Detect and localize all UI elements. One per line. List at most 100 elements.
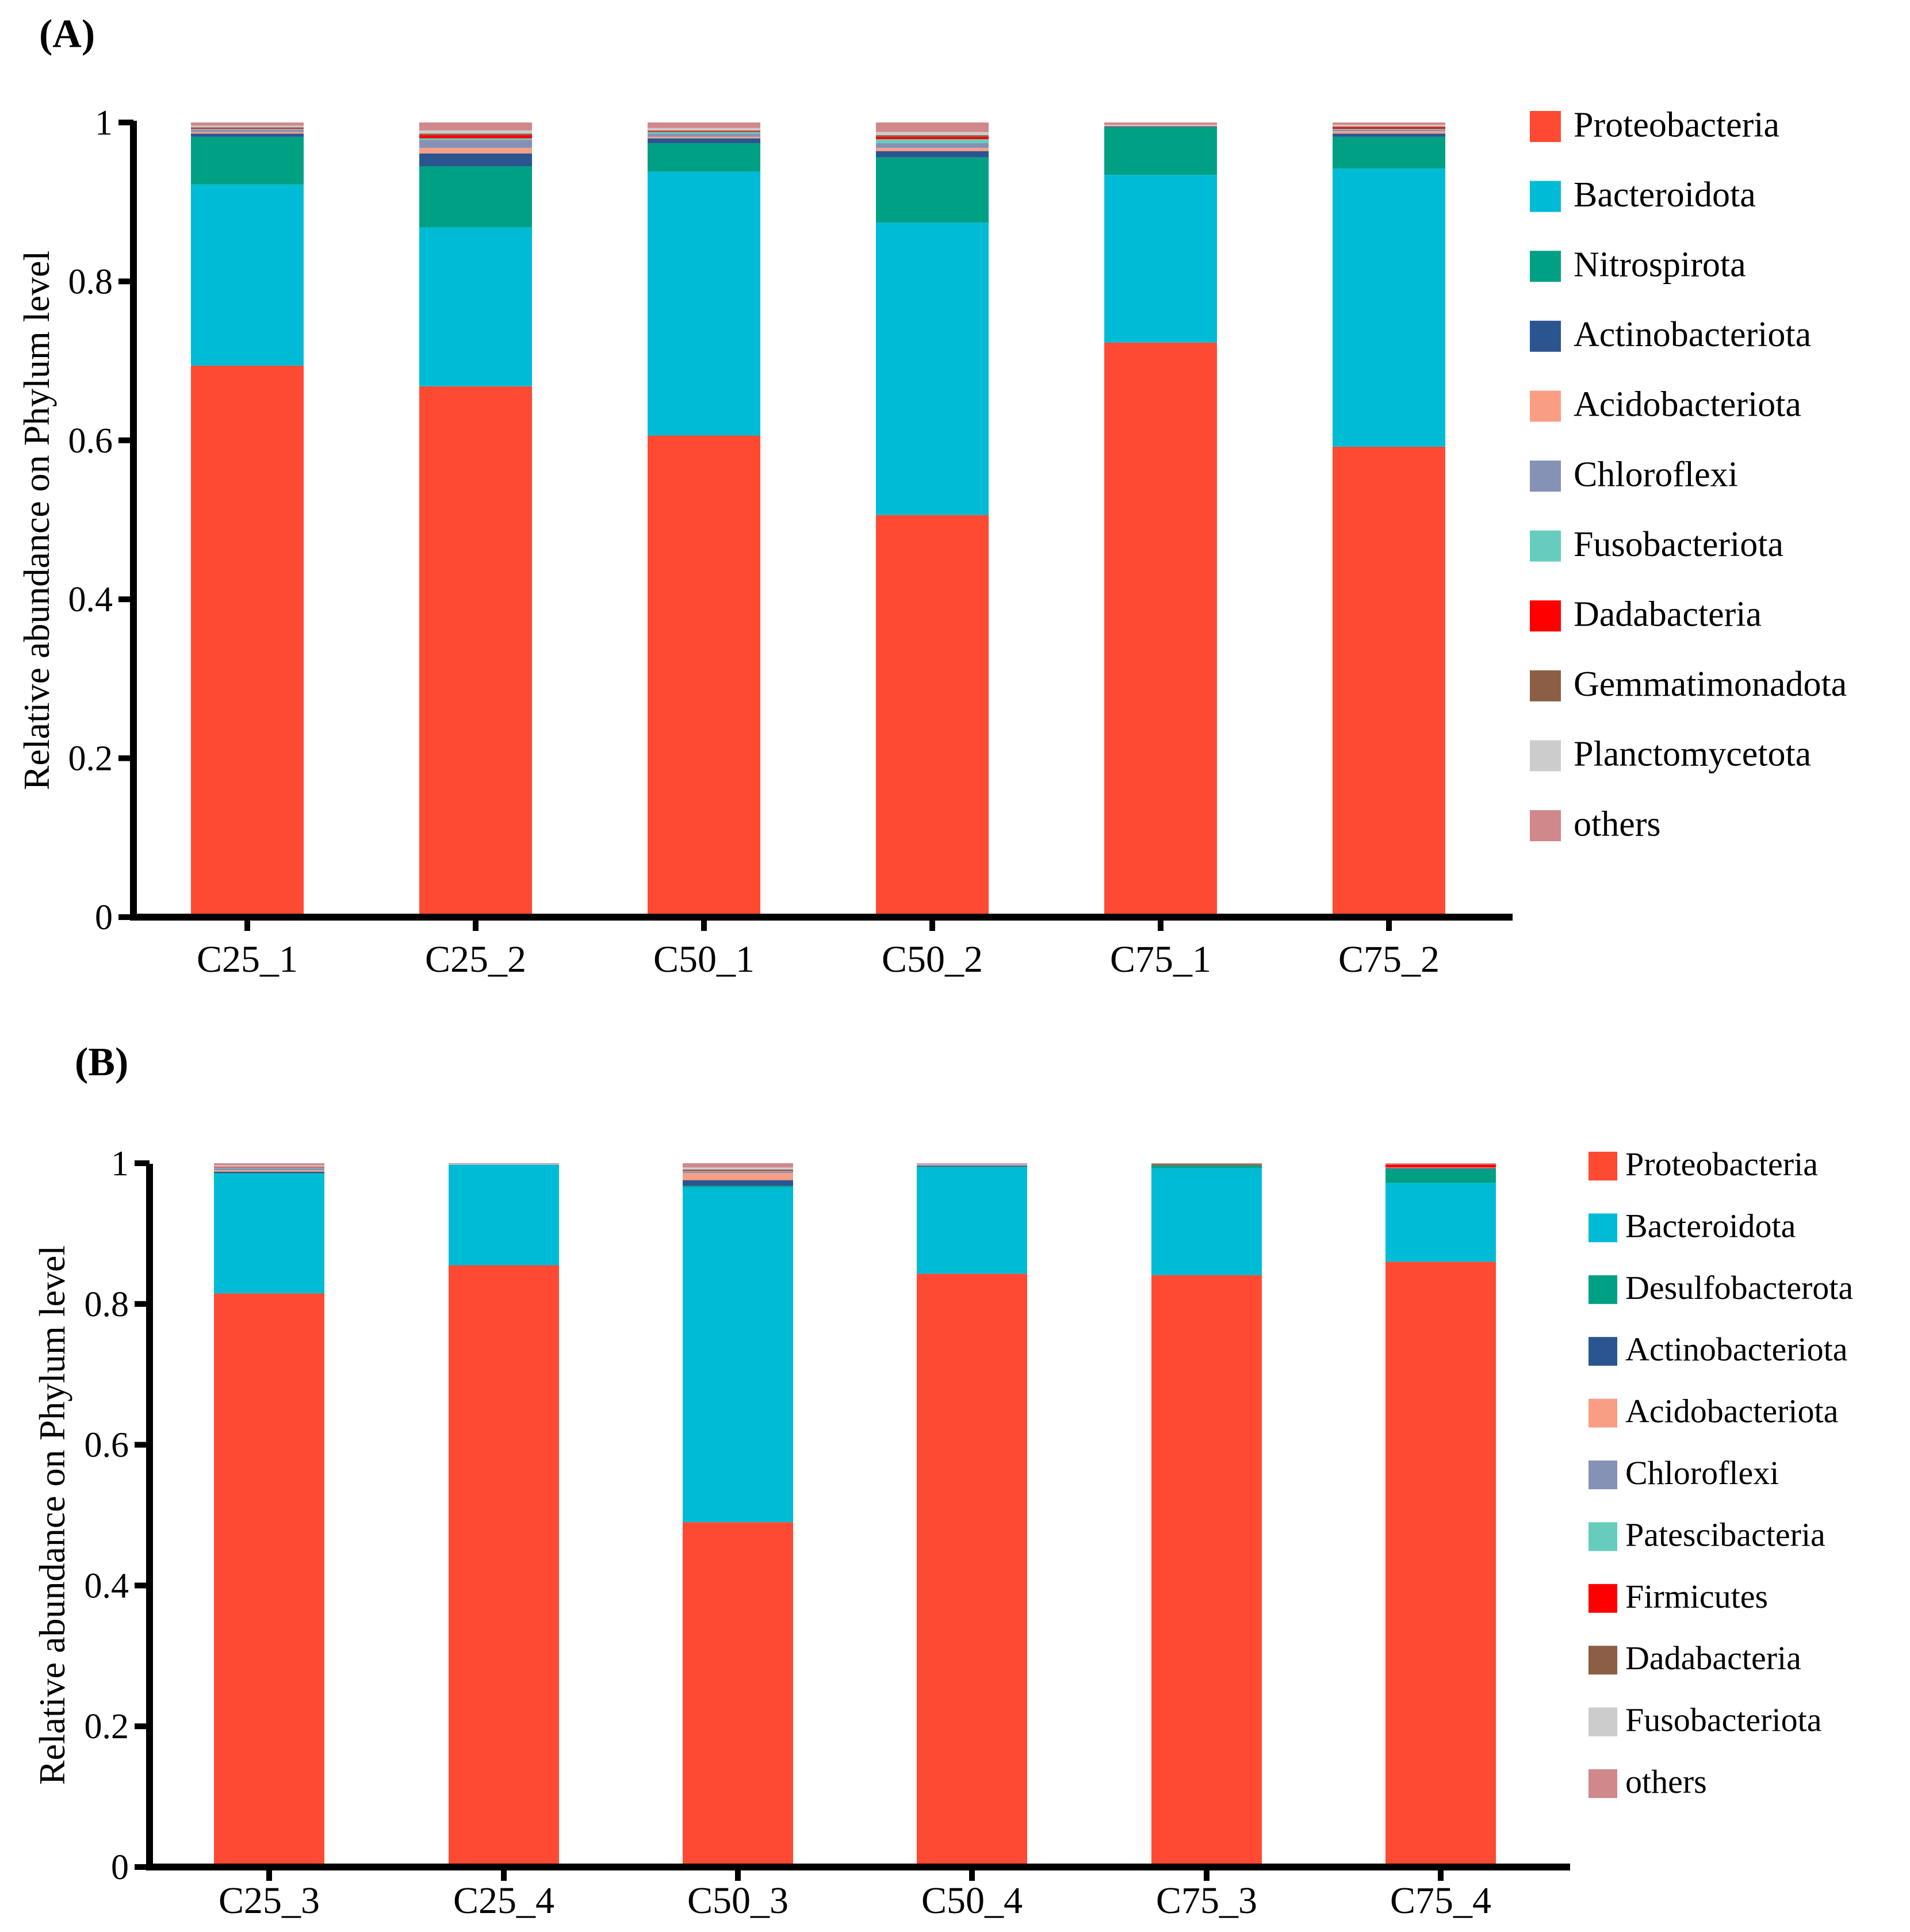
panel-b-bar-c25-3-actinobacteriota	[214, 1171, 324, 1174]
panel-a-x-tick-label-c50-2: C50_2	[882, 938, 983, 980]
panel-b-label: (B)	[75, 1040, 128, 1084]
panel-b-y-tick-label: 0	[111, 1848, 129, 1887]
panel-a-bar-c75-1-bacteroidota	[1104, 175, 1217, 343]
panel-a-bar-c50-2-actinobacteriota	[876, 151, 989, 158]
panel-b-legend-swatch-firmicutes	[1589, 1584, 1617, 1613]
panel-a-legend-swatch-proteobacteria	[1530, 111, 1561, 142]
panel-a-bar-c50-1-fusobacteriota	[648, 132, 760, 134]
panel-a-bar-c50-2-acidobacteriota	[876, 148, 989, 151]
panel-a-legend-swatch-fusobacteriota	[1530, 530, 1561, 562]
panel-a-bar-c25-1-gemmatimonadota	[191, 127, 304, 128]
panel-a-bar-c50-1-dadabacteria	[648, 131, 760, 132]
panel-a-legend-label-chloroflexi: Chloroflexi	[1574, 455, 1738, 494]
panel-b-y-tick-label: 0.8	[85, 1285, 129, 1324]
panel-b-bar-c50-3-firmicutes	[683, 1170, 793, 1171]
panel-b-bar-c50-3-others	[683, 1163, 793, 1168]
panel-a-legend-label-nitrospirota: Nitrospirota	[1574, 245, 1746, 284]
panel-b-bar-c50-4-bacteroidota	[917, 1167, 1027, 1274]
panel-a-x-tick-label-c75-1: C75_1	[1110, 938, 1211, 980]
panel-a-bar-c75-2-others	[1333, 122, 1445, 125]
panel-a-x-tick-label-c50-1: C50_1	[653, 938, 755, 980]
panel-a-bar-c50-1-acidobacteriota	[648, 136, 760, 139]
panel-b-legend-label-others: others	[1625, 1763, 1707, 1800]
panel-b-legend-label-patescibacteria: Patescibacteria	[1625, 1516, 1825, 1553]
panel-b-legend-label-bacteroidota: Bacteroidota	[1625, 1207, 1796, 1244]
panel-a-bar-c50-1-chloroflexi	[648, 133, 760, 137]
panel-b-bar-c75-3-proteobacteria	[1151, 1275, 1262, 1867]
panel-a-bar-c25-1-dadabacteria	[191, 128, 304, 129]
panel-b-bar-c75-4-acidobacteriota	[1385, 1167, 1496, 1168]
panel-a-bar-c50-2-nitrospirota	[876, 157, 989, 223]
panel-a-bar-c25-1-actinobacteriota	[191, 133, 304, 137]
panel-a-bar-c75-2-acidobacteriota	[1333, 131, 1445, 134]
panel-b-bar-c25-3-bacteroidota	[214, 1174, 324, 1294]
panel-a-bar-c25-2-dadabacteria	[419, 135, 532, 139]
panel-a-bar-c75-1-nitrospirota	[1104, 127, 1217, 175]
panel-a-y-tick-label: 0.8	[68, 262, 113, 301]
panel-a-bar-c25-2-fusobacteriota	[419, 138, 532, 140]
panel-b-bar-c75-4-desulfobacterota	[1385, 1168, 1496, 1183]
panel-a-bar-c50-2-gemmatimonadota	[876, 135, 989, 137]
panel-a-bar-c75-2-chloroflexi	[1333, 129, 1445, 132]
panel-a-legend-swatch-actinobacteriota	[1530, 320, 1561, 352]
panel-a-bar-c75-2-planctomycetota	[1333, 125, 1445, 126]
panel-b-bar-c25-4-others	[449, 1163, 559, 1164]
panel-a-y-axis-label: Relative abundance on Phylum level	[16, 251, 57, 790]
panel-b-legend-swatch-bacteroidota	[1589, 1213, 1617, 1243]
panel-a-legend-swatch-others	[1530, 810, 1561, 841]
panel-a-x-tick-label-c25-2: C25_2	[425, 938, 526, 980]
panel-b-bar-c75-3-others	[1151, 1163, 1262, 1164]
panel-b-bar-c75-4-proteobacteria	[1385, 1262, 1496, 1867]
panel-b-bar-c25-3-patescibacteria	[214, 1167, 324, 1168]
panel-b-legend-label-fusobacteriota: Fusobacteriota	[1625, 1701, 1821, 1739]
panel-b-y-tick-label: 0.2	[85, 1707, 129, 1746]
panel-a-bar-c25-2-bacteroidota	[419, 227, 532, 386]
panel-a-bar-c25-1-acidobacteriota	[191, 132, 304, 134]
panel-a-legend-label-planctomycetota: Planctomycetota	[1574, 735, 1811, 774]
panel-a-legend-label-actinobacteriota: Actinobacteriota	[1574, 315, 1811, 354]
panel-b-bar-c50-4-others	[917, 1163, 1027, 1164]
panel-b-x-tick-label-c50-3: C50_3	[687, 1880, 789, 1922]
panel-a-legend-swatch-acidobacteriota	[1530, 390, 1561, 422]
panel-b-y-tick-label: 1	[111, 1144, 129, 1183]
panel-b-bar-c75-4-actinobacteriota	[1385, 1168, 1496, 1169]
panel-a-bar-c25-2-gemmatimonadota	[419, 133, 532, 136]
panel-b-legend-swatch-others	[1589, 1769, 1617, 1798]
panel-a-bar-c25-1-others	[191, 122, 304, 126]
panel-a-legend-label-bacteroidota: Bacteroidota	[1574, 175, 1756, 214]
panel-a-bar-c50-2-bacteroidota	[876, 223, 989, 515]
panel-a-bar-c50-1-others	[648, 122, 760, 128]
panel-a-bar-c50-1-bacteroidota	[648, 171, 760, 436]
panel-b-legend-label-chloroflexi: Chloroflexi	[1625, 1454, 1779, 1492]
panel-a-bar-c25-2-planctomycetota	[419, 130, 532, 134]
panel-b-legend-swatch-patescibacteria	[1589, 1522, 1617, 1551]
panel-b-bar-c50-3-chloroflexi	[683, 1171, 793, 1174]
panel-a-bar-c50-2-fusobacteriota	[876, 139, 989, 143]
panel-b: (B) 0 0.2 0.4 0.6 0.8 1 C25_3 C25_4 C50_3 C50_4 C…	[32, 1040, 1853, 1922]
panel-b-legend-swatch-dadabacteria	[1589, 1646, 1617, 1675]
panel-b-legend-swatch-acidobacteriota	[1589, 1398, 1617, 1428]
panel-a-bar-c50-2-chloroflexi	[876, 143, 989, 148]
panel-a-bar-c75-2-dadabacteria	[1333, 127, 1445, 129]
panel-b-legend-label-dadabacteria: Dadabacteria	[1625, 1639, 1801, 1677]
panel-a-bar-c25-2-acidobacteriota	[419, 148, 532, 154]
panel-b-bar-c25-3-others	[214, 1163, 324, 1166]
panel-b-x-tick-label-c25-3: C25_3	[219, 1880, 320, 1922]
panel-b-bar-c25-3-chloroflexi	[214, 1168, 324, 1171]
panel-b-y-tick-label: 0.4	[85, 1566, 129, 1605]
panel-a-bar-c25-2-actinobacteriota	[419, 153, 532, 167]
panel-b-bar-c75-3-desulfobacterota	[1151, 1165, 1262, 1168]
panel-a-bar-c50-1-proteobacteria	[648, 435, 760, 917]
panel-a-y-tick-label: 0.4	[68, 580, 113, 619]
panel-b-x-tick-label-c50-4: C50_4	[921, 1880, 1023, 1922]
panel-b-bar-c50-4-chloroflexi	[917, 1164, 1027, 1166]
panel-b-bar-c75-4-firmicutes	[1385, 1164, 1496, 1168]
panel-a-bar-c25-2-others	[419, 122, 532, 131]
panel-b-bar-c25-3-fusobacteriota	[214, 1165, 324, 1167]
panel-a-bar-c75-1-others	[1104, 122, 1217, 125]
panel-a-bar-c75-2-gemmatimonadota	[1333, 126, 1445, 128]
panel-b-bar-c25-3-proteobacteria	[214, 1293, 324, 1867]
panel-b-legend-swatch-fusobacteriota	[1589, 1707, 1617, 1736]
panel-b-legend-label-desulfobacterota: Desulfobacterota	[1625, 1269, 1853, 1306]
